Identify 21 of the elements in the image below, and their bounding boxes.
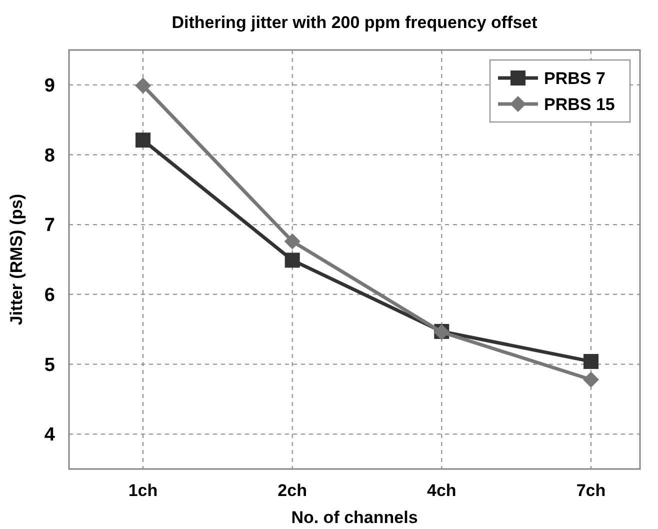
point (135, 78, 151, 94)
point (136, 132, 150, 148)
legend-label: PRBS 15 (544, 94, 615, 114)
point (284, 252, 300, 268)
y-tick-label: 8 (44, 145, 55, 166)
x-tick-label: 4ch (427, 481, 456, 500)
point (583, 372, 599, 388)
x-tick-label: 1ch (128, 481, 158, 500)
y-tick-label: 9 (44, 76, 55, 97)
x-tick-label: 2ch (278, 481, 307, 500)
legend-label: PRBS 7 (544, 68, 606, 88)
y-tick-label: 7 (44, 215, 55, 236)
y-axis-title: Jitter (RMS) (ps) (7, 194, 26, 326)
y-tick-label: 6 (44, 285, 55, 306)
point (284, 233, 300, 250)
point (584, 354, 598, 369)
y-tick-label: 4 (44, 424, 56, 446)
chart-title: Dithering jitter with 200 ppm frequency offset (172, 13, 538, 32)
x-axis-title: No. of channels (291, 508, 418, 527)
x-tick-label: 7ch (576, 481, 606, 500)
y-tick-label: 5 (44, 354, 56, 376)
